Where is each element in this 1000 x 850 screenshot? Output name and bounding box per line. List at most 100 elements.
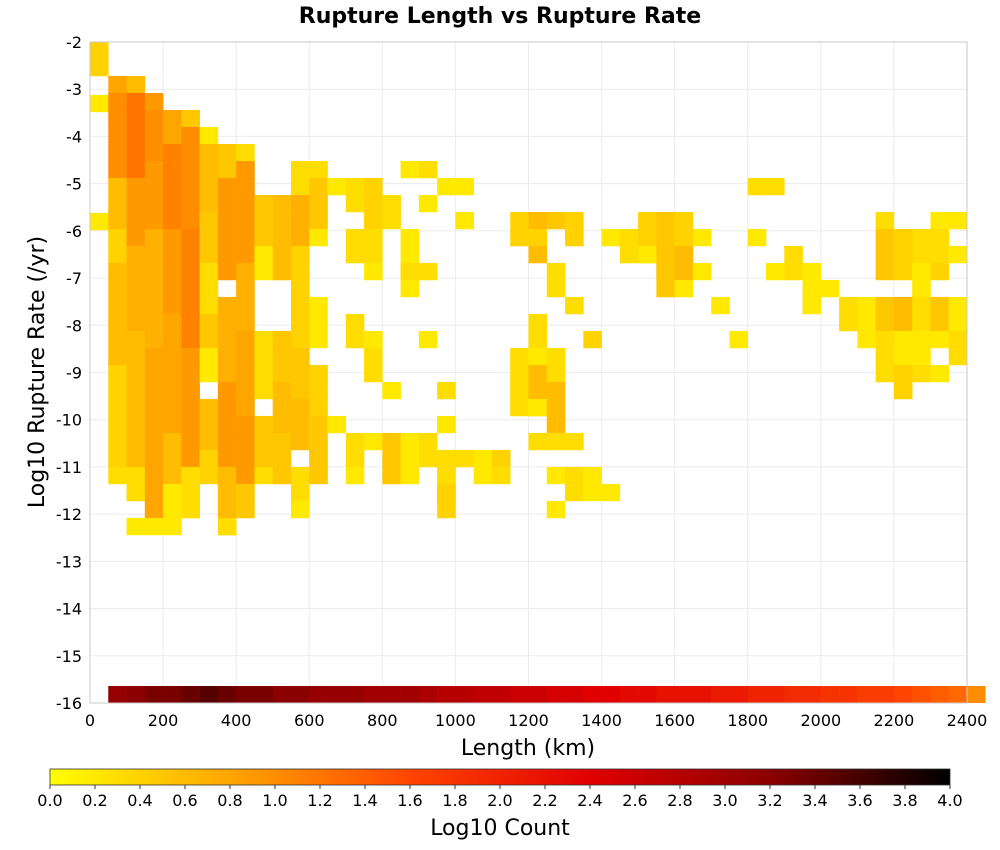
heatmap-cell [199,432,219,451]
heatmap-cell [784,262,803,281]
heatmap-cell [108,194,127,213]
heatmap-cell [802,279,822,298]
colorbar-tick-label: 2.8 [667,791,692,810]
heatmap-cell [893,347,913,366]
heatmap-cell [199,279,219,298]
x-tick-label: 200 [148,711,179,730]
heatmap-cell [528,330,548,349]
heatmap-cell [181,109,200,128]
heatmap-cell [309,449,328,468]
heatmap-cell [930,228,950,247]
heatmap-cell [236,313,255,332]
heatmap-cell [309,364,328,383]
heatmap-cell [199,330,219,349]
heatmap-cell [236,245,255,264]
heatmap-cell [510,211,529,230]
heatmap-cell [199,143,219,162]
heatmap-cell [199,296,219,315]
heatmap-cell [546,211,566,230]
heatmap-cell [565,296,584,315]
colorbar-tick-label: 0.4 [127,791,152,810]
heatmap-cell [254,347,274,366]
heatmap-cell [290,415,310,434]
heatmap-cell [199,347,219,366]
heatmap-cell [290,466,310,485]
heatmap-cell [875,347,895,366]
y-axis-ticks: -2 -3 -4 -5 -6 -7 -8 -9 -10 -11 -12 -13 -14 -15 -16 [56,33,82,713]
heatmap-cell [674,262,694,281]
heatmap-cell [839,313,858,332]
heatmap-cell [236,415,255,434]
heatmap-cell [400,466,420,485]
heatmap-cell [400,262,420,281]
colorbar-tick-label: 1.8 [442,791,467,810]
heatmap-cell [400,245,420,264]
heatmap-cell [290,160,310,179]
heatmap-cell [217,466,237,485]
heatmap-cell [290,483,310,502]
heatmap-cell [382,449,401,468]
heatmap-cell [875,262,895,281]
heatmap-cell [236,500,255,519]
y-tick-label: -14 [56,600,82,619]
heatmap-cell [491,449,511,468]
heatmap-cell [126,347,146,366]
colorbar-label: Log10 Count [430,816,570,841]
heatmap-cell [144,245,164,264]
heatmap-cell [272,432,292,451]
heatmap-cell [181,449,200,468]
heatmap-cell [656,262,675,281]
heatmap-cell [309,194,328,213]
heatmap-cell [418,330,438,349]
heatmap-cell [893,296,913,315]
x-tick-label: 2400 [947,711,988,730]
heatmap-cell [418,262,438,281]
heatmap-cell [802,686,822,703]
heatmap-cell [875,245,895,264]
heatmap-cell [893,313,913,332]
heatmap-cell [217,143,237,162]
heatmap-cell [638,686,657,703]
heatmap-cell [345,466,365,485]
heatmap-cell [491,686,511,703]
plot-border [89,41,968,704]
heatmap-cell [565,483,584,502]
heatmap-cell [711,296,730,315]
heatmap-cell [528,398,548,417]
heatmap-cell [126,432,146,451]
heatmap-cell [236,177,255,196]
heatmap-cell [875,228,895,247]
heatmap-cell [948,313,968,332]
heatmap-cell [930,330,950,349]
y-tick-label: -16 [56,694,82,713]
heatmap-cell [364,228,383,247]
y-tick-label: -6 [66,222,82,241]
heatmap-cell [875,211,895,230]
heatmap-cell [163,126,182,145]
heatmap-cell [144,381,164,400]
heatmap-cell [290,245,310,264]
heatmap-cell [437,177,456,196]
heatmap-cell [236,194,255,213]
heatmap-cell [144,330,164,349]
heatmap-cell [236,466,255,485]
heatmap-cell [181,160,200,179]
heatmap-cell [254,364,274,383]
heatmap-cell [181,483,200,502]
heatmap-cell [163,160,182,179]
heatmap-cell [364,262,383,281]
y-axis-label: Log10 Rupture Rate (/yr) [25,236,50,508]
heatmap-cell [108,143,127,162]
heatmap-cell [236,483,255,502]
heatmap-cell [144,364,164,383]
heatmap-cell [290,194,310,213]
heatmap-cell [126,228,146,247]
heatmap-cell [272,245,292,264]
heatmap-cell [930,364,950,383]
heatmap-cell [163,330,182,349]
heatmap-cell [656,211,675,230]
heatmap-cell [163,262,182,281]
heatmap-cell [144,126,164,145]
heatmap-cell [948,245,968,264]
heatmap-cell [144,466,164,485]
